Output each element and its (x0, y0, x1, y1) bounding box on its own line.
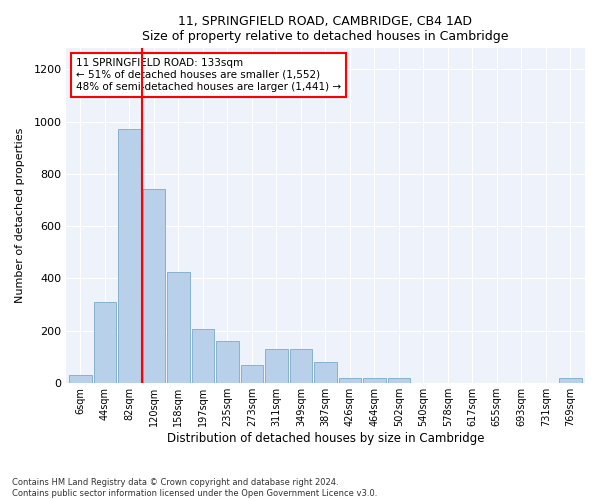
Bar (69, 375, 92, 383)
Title: 11, SPRINGFIELD ROAD, CAMBRIDGE, CB4 1AD
Size of property relative to detached h: 11, SPRINGFIELD ROAD, CAMBRIDGE, CB4 1AD… (142, 15, 509, 43)
Bar (265, 349, 287, 383)
Bar (388, 378, 410, 383)
Bar (338, 378, 361, 383)
Y-axis label: Number of detached properties: Number of detached properties (15, 128, 25, 304)
Text: 11 SPRINGFIELD ROAD: 133sqm
← 51% of detached houses are smaller (1,552)
48% of : 11 SPRINGFIELD ROAD: 133sqm ← 51% of det… (76, 58, 341, 92)
Bar (559, 378, 581, 383)
Bar (216, 341, 239, 383)
Bar (314, 362, 337, 383)
Bar (363, 378, 386, 383)
Bar (167, 272, 190, 383)
Text: Contains HM Land Registry data © Crown copyright and database right 2024.
Contai: Contains HM Land Registry data © Crown c… (12, 478, 377, 498)
Bar (191, 330, 214, 383)
Bar (94, 302, 116, 383)
Bar (143, 190, 165, 383)
Bar (290, 349, 312, 383)
Bar (241, 364, 263, 383)
X-axis label: Distribution of detached houses by size in Cambridge: Distribution of detached houses by size … (167, 432, 484, 445)
Bar (118, 130, 140, 383)
